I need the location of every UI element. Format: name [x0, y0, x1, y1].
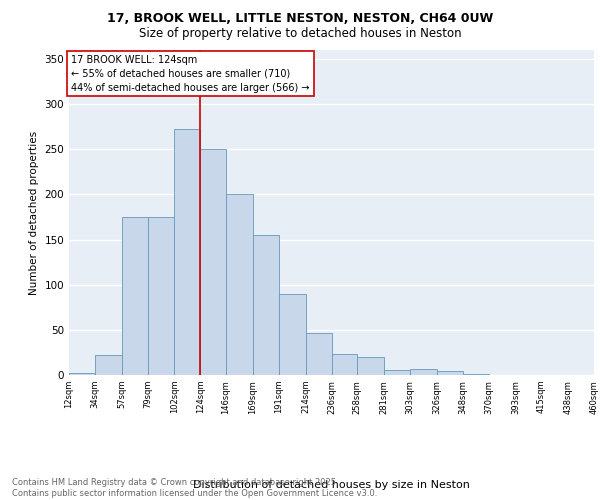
Bar — [279, 294, 306, 375]
Bar — [463, 374, 488, 375]
Bar — [253, 235, 279, 375]
Bar — [200, 150, 226, 375]
Text: 17 BROOK WELL: 124sqm
← 55% of detached houses are smaller (710)
44% of semi-det: 17 BROOK WELL: 124sqm ← 55% of detached … — [71, 54, 310, 92]
Bar — [175, 130, 200, 375]
Y-axis label: Number of detached properties: Number of detached properties — [29, 130, 39, 294]
Bar — [384, 370, 410, 375]
Bar — [122, 217, 148, 375]
Text: Contains HM Land Registry data © Crown copyright and database right 2025.
Contai: Contains HM Land Registry data © Crown c… — [12, 478, 377, 498]
Bar — [226, 194, 253, 375]
Bar — [95, 355, 122, 375]
X-axis label: Distribution of detached houses by size in Neston: Distribution of detached houses by size … — [193, 480, 470, 490]
Bar — [306, 332, 331, 375]
Text: 17, BROOK WELL, LITTLE NESTON, NESTON, CH64 0UW: 17, BROOK WELL, LITTLE NESTON, NESTON, C… — [107, 12, 493, 26]
Bar — [410, 368, 437, 375]
Bar — [437, 372, 463, 375]
Bar — [148, 217, 175, 375]
Text: Size of property relative to detached houses in Neston: Size of property relative to detached ho… — [139, 28, 461, 40]
Bar — [69, 373, 95, 375]
Bar — [331, 354, 357, 375]
Bar — [357, 357, 384, 375]
